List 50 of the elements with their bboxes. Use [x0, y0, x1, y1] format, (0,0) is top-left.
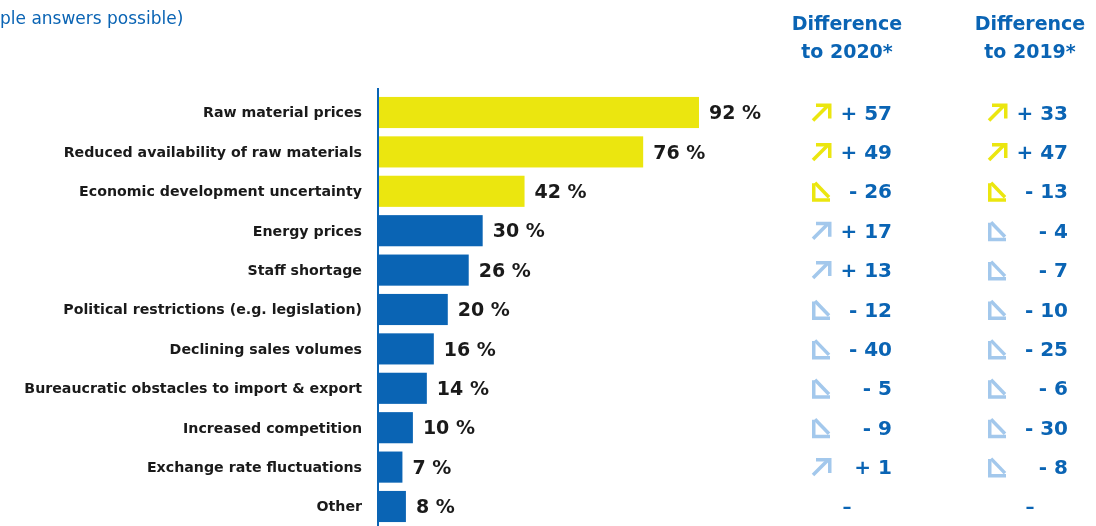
text: + 17 — [840, 218, 892, 243]
data-label: 76 % — [653, 140, 706, 163]
y-tick-label: Exchange rate fluctuations — [146, 459, 362, 476]
text: Difference to 2019* — [974, 12, 1086, 62]
text: - 26 — [848, 179, 892, 204]
data-label: 14 % — [436, 376, 489, 399]
text: + 49 — [840, 139, 892, 164]
text: - 6 — [1038, 376, 1068, 401]
text: + 57 — [840, 100, 892, 125]
text: – — [842, 495, 852, 517]
y-tick-label: Increased competition — [183, 419, 362, 436]
y-tick-label: Staff shortage — [247, 262, 362, 279]
text: + 47 — [1016, 139, 1068, 164]
text: - 40 — [848, 336, 892, 361]
text: - 12 — [848, 297, 892, 322]
text: Difference to 2020* — [791, 12, 903, 62]
text: - 8 — [1038, 455, 1068, 480]
text: + 33 — [1016, 100, 1068, 125]
y-tick-label: Energy prices — [252, 222, 362, 239]
text: - 5 — [862, 376, 892, 401]
data-label: 30 % — [492, 219, 545, 242]
y-tick-label: Reduced availability of raw materials — [63, 143, 362, 160]
text: - 30 — [1024, 415, 1068, 440]
y-tick-label: Other — [316, 498, 362, 515]
y-tick-label: Raw material prices — [202, 104, 362, 121]
y-tick-label: Declining sales volumes — [169, 340, 362, 357]
text: - 10 — [1024, 297, 1068, 322]
bar — [378, 96, 699, 129]
text: - 4 — [1038, 218, 1068, 243]
data-label: 42 % — [534, 179, 587, 202]
y-tick-label: Bureaucratic obstacles to import & export — [24, 380, 363, 397]
text: + 13 — [840, 258, 892, 283]
text: - 25 — [1024, 336, 1068, 361]
data-label: 7 % — [412, 455, 452, 478]
text: - 13 — [1024, 179, 1068, 204]
data-label: 8 % — [415, 495, 455, 518]
y-tick-label: Political restrictions (e.g. legislation) — [63, 301, 362, 318]
y-tick-label: Economic development uncertainty — [79, 183, 362, 200]
text: + 1 — [854, 455, 892, 480]
data-label: 26 % — [478, 258, 531, 281]
data-label: 16 % — [443, 337, 496, 360]
data-label: 10 % — [422, 416, 475, 439]
bar — [378, 136, 644, 168]
text: - 7 — [1038, 258, 1068, 283]
data-label: 92 % — [709, 101, 762, 124]
data-label: 20 % — [457, 298, 510, 321]
text: ple answers possible) — [0, 8, 184, 28]
text: - 9 — [862, 415, 892, 440]
text: – — [1025, 495, 1035, 517]
bar — [378, 175, 525, 207]
